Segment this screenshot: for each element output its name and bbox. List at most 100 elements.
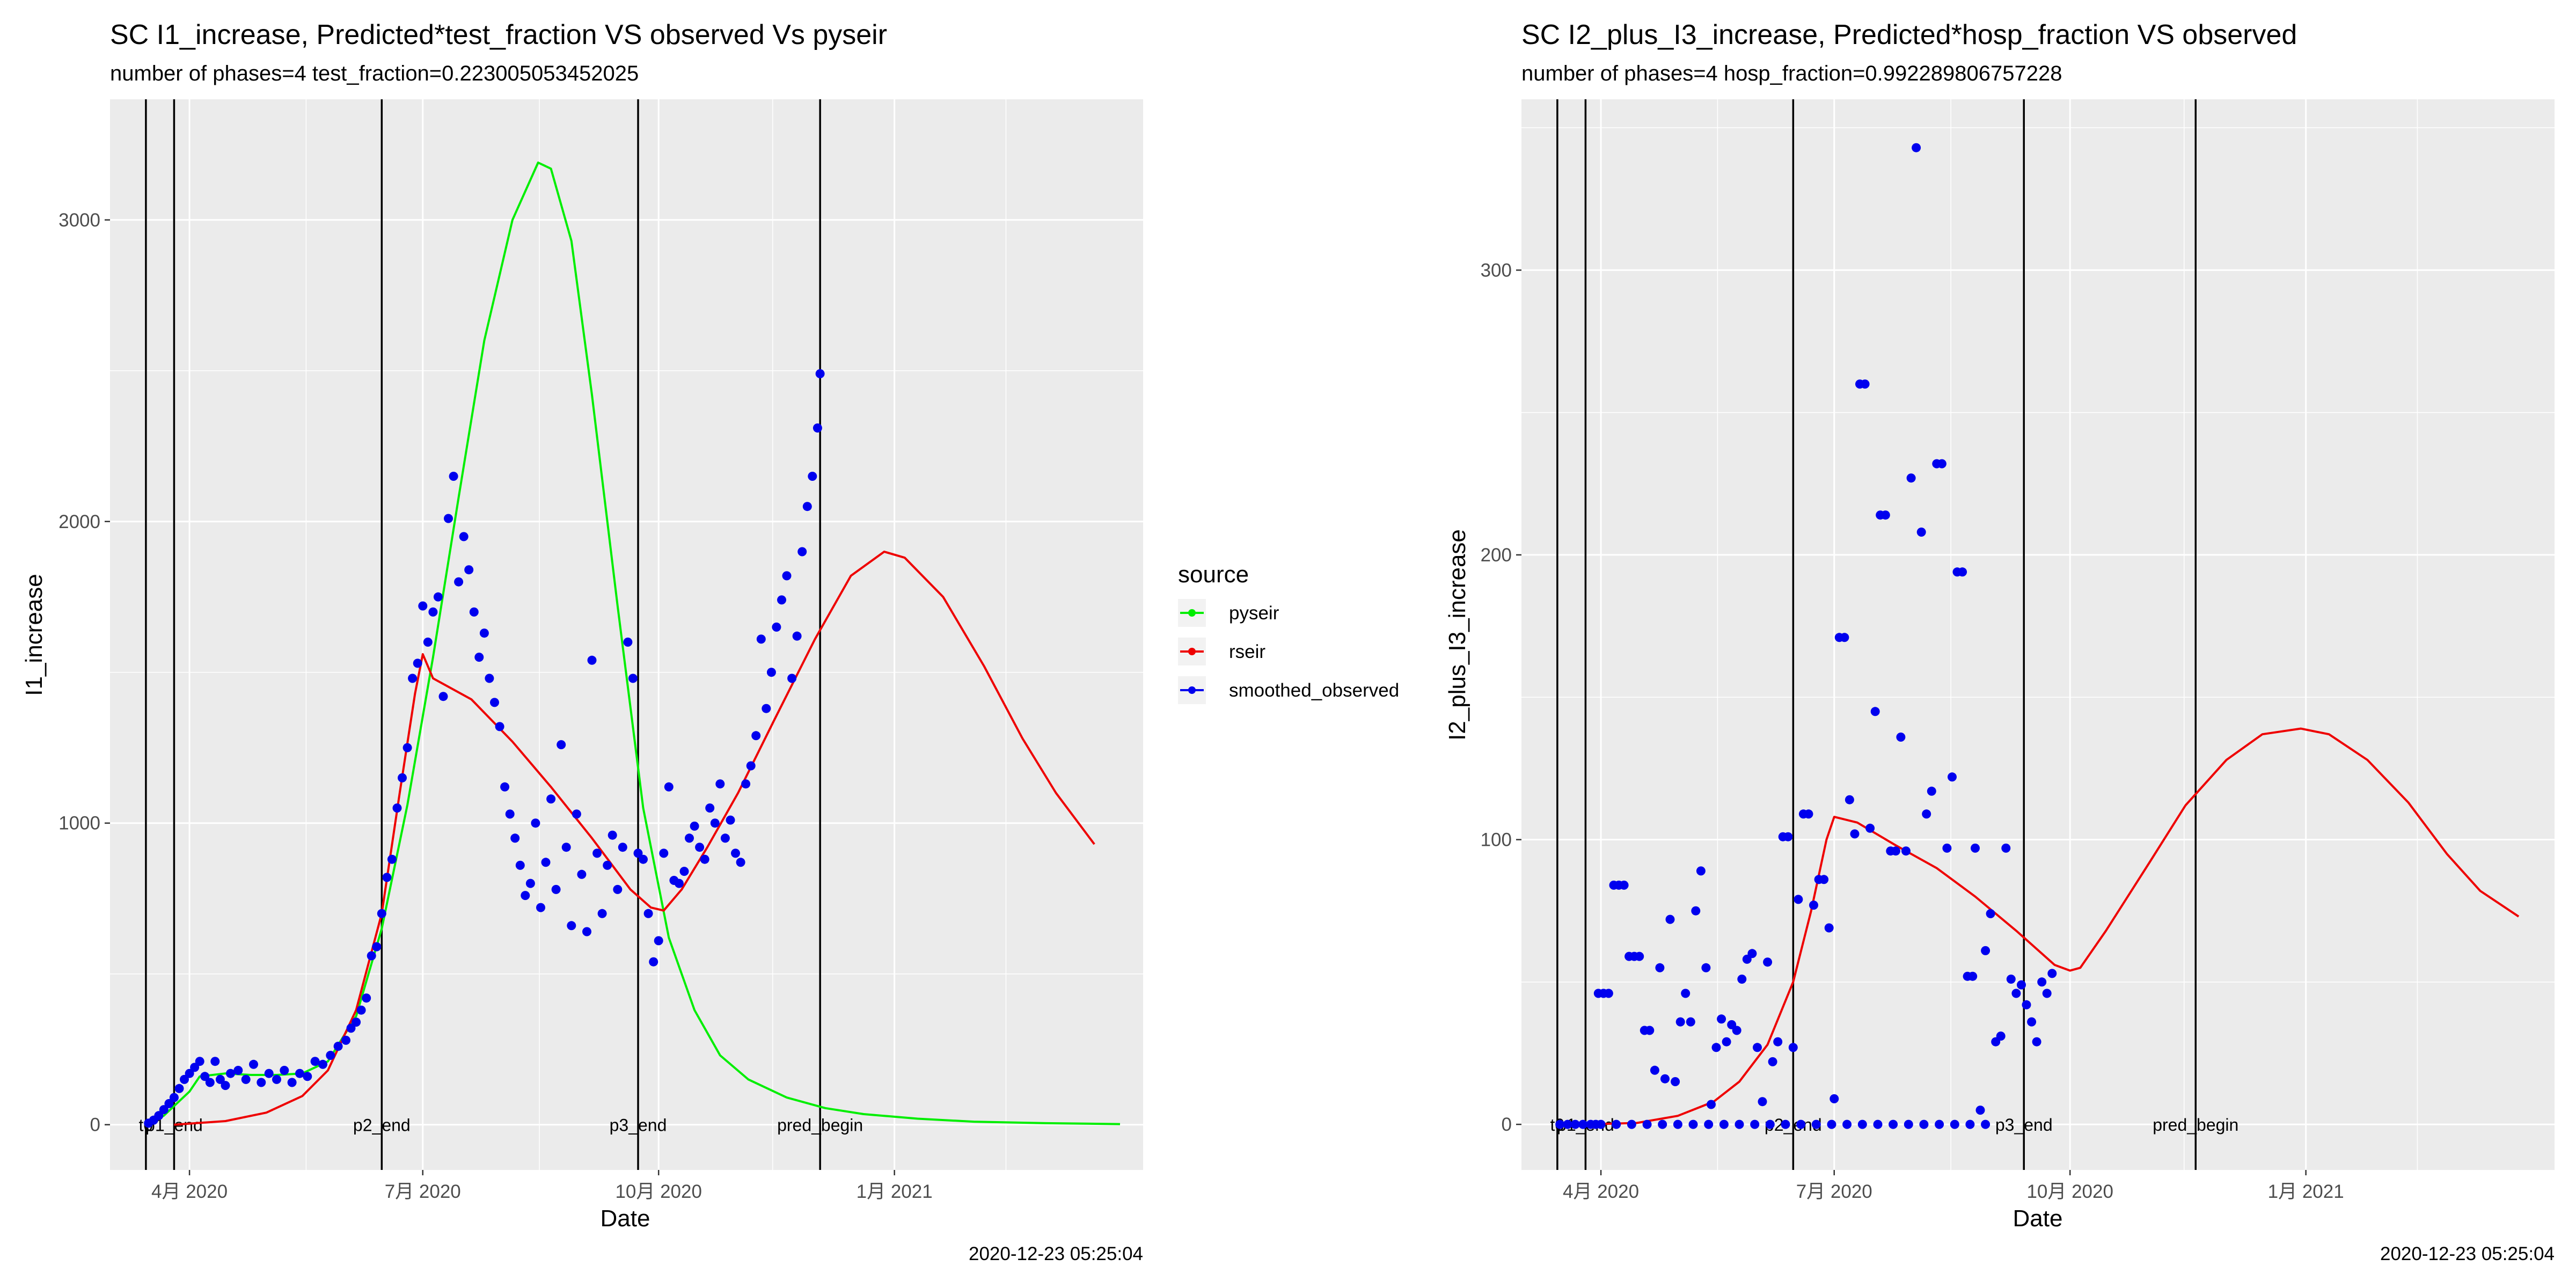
data-point (797, 547, 807, 557)
data-point (1794, 895, 1803, 904)
data-point (1596, 1119, 1606, 1129)
data-point (572, 809, 581, 819)
chart-2-subtitle: number of phases=4 hosp_fraction=0.99228… (1521, 62, 2062, 85)
data-point (2011, 989, 2021, 998)
data-point (1773, 1037, 1783, 1046)
data-point (541, 858, 551, 867)
data-point (515, 860, 525, 870)
data-point (1635, 952, 1644, 961)
data-point (551, 884, 561, 894)
data-point (1922, 809, 1931, 819)
data-point (731, 848, 740, 858)
data-point (1658, 1119, 1667, 1129)
data-point (1563, 1119, 1572, 1129)
data-point (815, 369, 825, 378)
data-point (1840, 633, 1849, 642)
data-point (1781, 1119, 1790, 1129)
data-point (495, 722, 504, 731)
data-point (1768, 1057, 1777, 1066)
data-point (392, 803, 402, 813)
data-point (2042, 989, 2052, 998)
legend-key-smoothed-observed (1178, 676, 1206, 704)
data-point (2032, 1037, 2041, 1046)
data-point (295, 1069, 304, 1078)
data-point (726, 815, 735, 825)
data-point (531, 818, 540, 828)
data-point (449, 472, 458, 481)
data-point (1927, 786, 1936, 796)
data-point (710, 818, 720, 828)
x-tick-label: 4月 2020 (151, 1181, 228, 1202)
data-point (2001, 843, 2011, 853)
data-point (164, 1099, 174, 1108)
data-point (210, 1057, 220, 1066)
data-point (1819, 875, 1829, 884)
data-point (654, 936, 663, 946)
legend-label-rseir: rseir (1229, 641, 1265, 662)
data-point (1827, 1119, 1836, 1129)
data-point (700, 854, 709, 864)
data-point (751, 731, 761, 741)
chart-2-y-axis-title: I2_plus_I3_increase (1444, 529, 1470, 741)
data-point (1758, 1097, 1767, 1107)
data-point (1842, 1119, 1852, 1129)
data-point (1901, 846, 1911, 856)
data-point (1719, 1119, 1729, 1129)
data-point (272, 1074, 281, 1084)
chart-1-x-ticks: 4月 2020 7月 2020 10月 2020 1月 2021 (151, 1170, 933, 1202)
y-tick-label: 1000 (58, 813, 100, 834)
data-point (628, 674, 638, 683)
data-point (215, 1074, 225, 1084)
data-point (1763, 957, 1773, 967)
data-point (454, 577, 464, 587)
series-line-rseir (174, 551, 1095, 1126)
data-point (428, 607, 438, 617)
x-tick-label: 1月 2021 (2268, 1181, 2344, 1202)
data-point (1673, 1119, 1682, 1129)
data-point (485, 674, 494, 683)
data-point (618, 843, 627, 852)
data-point (154, 1111, 164, 1121)
data-point (1717, 1014, 1726, 1024)
chart-panel-1: SC I1_increase, Predicted*test_fraction … (21, 19, 1143, 1264)
data-point (326, 1051, 335, 1060)
phase-label: p3_end (610, 1116, 667, 1135)
legend-point (1188, 686, 1196, 694)
data-point (1850, 829, 1860, 839)
data-point (1935, 1119, 1944, 1129)
data-point (705, 803, 715, 813)
data-point (1891, 846, 1900, 856)
data-point (557, 740, 566, 750)
phase-label: p2_end (353, 1116, 411, 1135)
data-point (356, 1005, 366, 1015)
data-point (746, 761, 756, 771)
data-point (643, 909, 653, 918)
chart-1-series (144, 162, 1121, 1128)
data-point (720, 833, 730, 843)
data-point (1701, 963, 1711, 972)
data-point (159, 1105, 169, 1115)
legend-label-pyseir: pyseir (1229, 603, 1279, 624)
x-tick-label: 4月 2020 (1563, 1181, 1639, 1202)
data-point (226, 1069, 235, 1078)
data-point (402, 743, 412, 752)
data-point (1912, 143, 1921, 152)
data-point (808, 472, 817, 481)
data-point (1765, 1119, 1775, 1129)
data-point (1704, 1119, 1714, 1129)
y-tick-label: 200 (1481, 545, 1512, 566)
data-point (264, 1069, 274, 1078)
data-point (479, 628, 489, 638)
data-point (1691, 906, 1701, 916)
chart-2-gridlines (1521, 99, 2555, 1170)
data-point (1937, 459, 1946, 469)
data-point (597, 909, 607, 918)
data-point (2037, 977, 2047, 987)
chart-1-gridlines (110, 99, 1143, 1170)
data-point (1975, 1106, 1985, 1115)
chart-2-series (1555, 143, 2520, 1129)
data-point (1845, 795, 1854, 804)
data-point (490, 698, 499, 707)
data-point (505, 809, 515, 819)
